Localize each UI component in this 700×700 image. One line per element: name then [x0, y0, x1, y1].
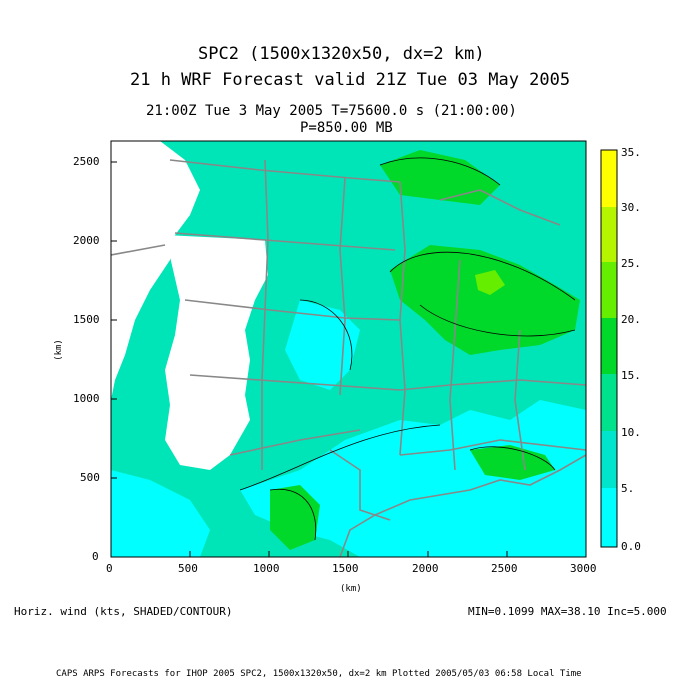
y-tick-label: 2000	[73, 234, 100, 247]
x-tick-label: 0	[106, 562, 113, 575]
field-description: Horiz. wind (kts, SHADED/CONTOUR)	[14, 605, 233, 618]
y-tick-label: 1500	[73, 313, 100, 326]
cyan-low-wind-south	[240, 400, 586, 557]
footer-credits: CAPS ARPS Forecasts for IHOP 2005 SPC2, …	[56, 669, 582, 679]
colorbar-label: 20.	[621, 313, 641, 326]
colorbar-swatch-10-15	[601, 374, 617, 431]
wind-field-map	[111, 141, 586, 557]
green-wind-great-lakes	[390, 245, 580, 355]
y-tick-label: 1000	[73, 392, 100, 405]
green-wind-mexico	[270, 485, 320, 550]
gulf-coastline	[339, 454, 586, 557]
green-wind-north	[380, 150, 500, 205]
y-tick-label: 0	[92, 550, 99, 563]
field-statistics: MIN=0.1099 MAX=38.10 Inc=5.000	[468, 605, 667, 618]
colorbar-label: 0.0	[621, 540, 641, 553]
x-tick-label: 1000	[253, 562, 280, 575]
colorbar-label: 25.	[621, 257, 641, 270]
colorbar-label: 35.	[621, 146, 641, 159]
colorbar-swatch-20-25	[601, 262, 617, 318]
y-tick-label: 2500	[73, 155, 100, 168]
y-tick-label: 500	[80, 471, 100, 484]
colorbar	[600, 149, 618, 548]
x-axis-ticks	[110, 551, 587, 557]
colorbar-swatch-15-20	[601, 318, 617, 374]
x-tick-label: 2500	[491, 562, 518, 575]
x-tick-label: 3000	[570, 562, 597, 575]
lime-wind-core	[475, 270, 505, 295]
colorbar-swatch-30-35	[601, 150, 617, 207]
colorbar-label: 15.	[621, 369, 641, 382]
political-boundaries	[111, 159, 586, 521]
colorbar-label: 5.	[621, 482, 635, 495]
colorbar-swatch-25-30	[601, 207, 617, 262]
colorbar-swatch-0-5	[601, 488, 617, 547]
cyan-low-wind-southwest	[111, 470, 210, 557]
x-tick-label: 500	[178, 562, 198, 575]
x-tick-label: 2000	[412, 562, 439, 575]
title-line-1: SPC2 (1500x1320x50, dx=2 km)	[198, 44, 485, 64]
wind-contours	[239, 157, 576, 541]
x-tick-label: 1500	[332, 562, 359, 575]
title-line-2: 21 h WRF Forecast valid 21Z Tue 03 May 2…	[130, 70, 571, 90]
y-axis-ticks	[111, 161, 117, 558]
green-wind-southeast	[470, 445, 555, 480]
y-axis-label: (km)	[53, 339, 64, 361]
colorbar-swatch-5-10	[601, 431, 617, 488]
x-axis-label: (km)	[340, 584, 362, 594]
colorbar-label: 30.	[621, 201, 641, 214]
terrain-masked-area	[111, 141, 268, 470]
pressure-level: P=850.00 MB	[300, 120, 393, 136]
colorbar-label: 10.	[621, 426, 641, 439]
time-line: 21:00Z Tue 3 May 2005 T=75600.0 s (21:00…	[146, 103, 517, 119]
